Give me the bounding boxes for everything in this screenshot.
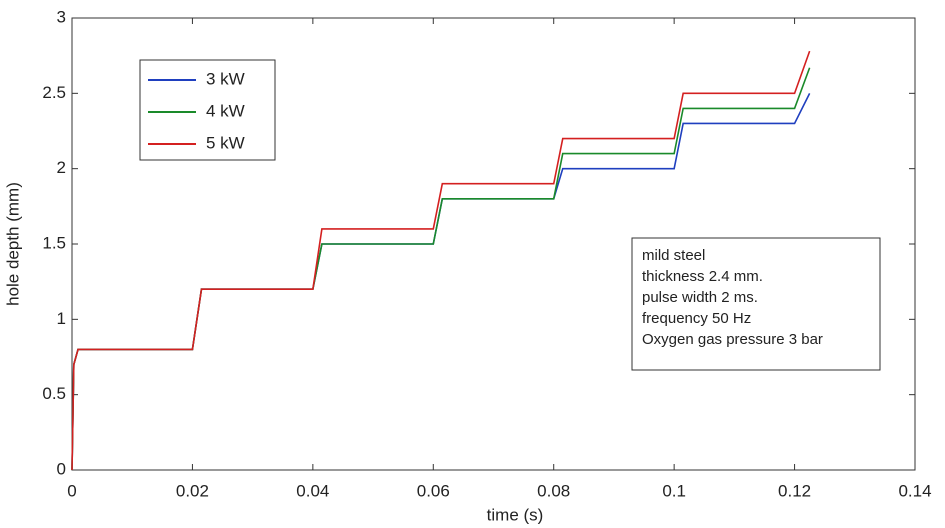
y-tick-label: 2	[57, 158, 66, 177]
y-tick-label: 0.5	[42, 384, 66, 403]
y-tick-label: 1.5	[42, 233, 66, 252]
y-axis-label: hole depth (mm)	[3, 182, 22, 306]
x-tick-label: 0.12	[778, 481, 811, 500]
x-tick-label: 0	[67, 481, 76, 500]
y-tick-label: 2.5	[42, 83, 66, 102]
legend-label: 5 kW	[206, 133, 245, 152]
x-tick-label: 0.1	[662, 481, 686, 500]
x-tick-label: 0.14	[898, 481, 931, 500]
legend-label: 4 kW	[206, 101, 245, 120]
x-tick-label: 0.08	[537, 481, 570, 500]
chart: time (s) hole depth (mm) 0 0.02 0.04 0.06 0.…	[0, 0, 945, 528]
legend-label: 3 kW	[206, 69, 245, 88]
y-tick-label: 0	[57, 459, 66, 478]
x-axis-label: time (s)	[487, 505, 544, 524]
x-tick-label: 0.02	[176, 481, 209, 500]
y-tick-label: 1	[57, 309, 66, 328]
annotation-text: Oxygen gas pressure 3 bar	[642, 331, 823, 348]
annotation-text: frequency 50 Hz	[642, 310, 751, 327]
annotation-text: mild steel	[642, 247, 705, 264]
annotation-text: thickness 2.4 mm.	[642, 268, 763, 285]
x-tick-label: 0.04	[296, 481, 329, 500]
y-tick-label: 3	[57, 7, 66, 26]
x-tick-label: 0.06	[417, 481, 450, 500]
annotation-text: pulse width 2 ms.	[642, 289, 758, 306]
